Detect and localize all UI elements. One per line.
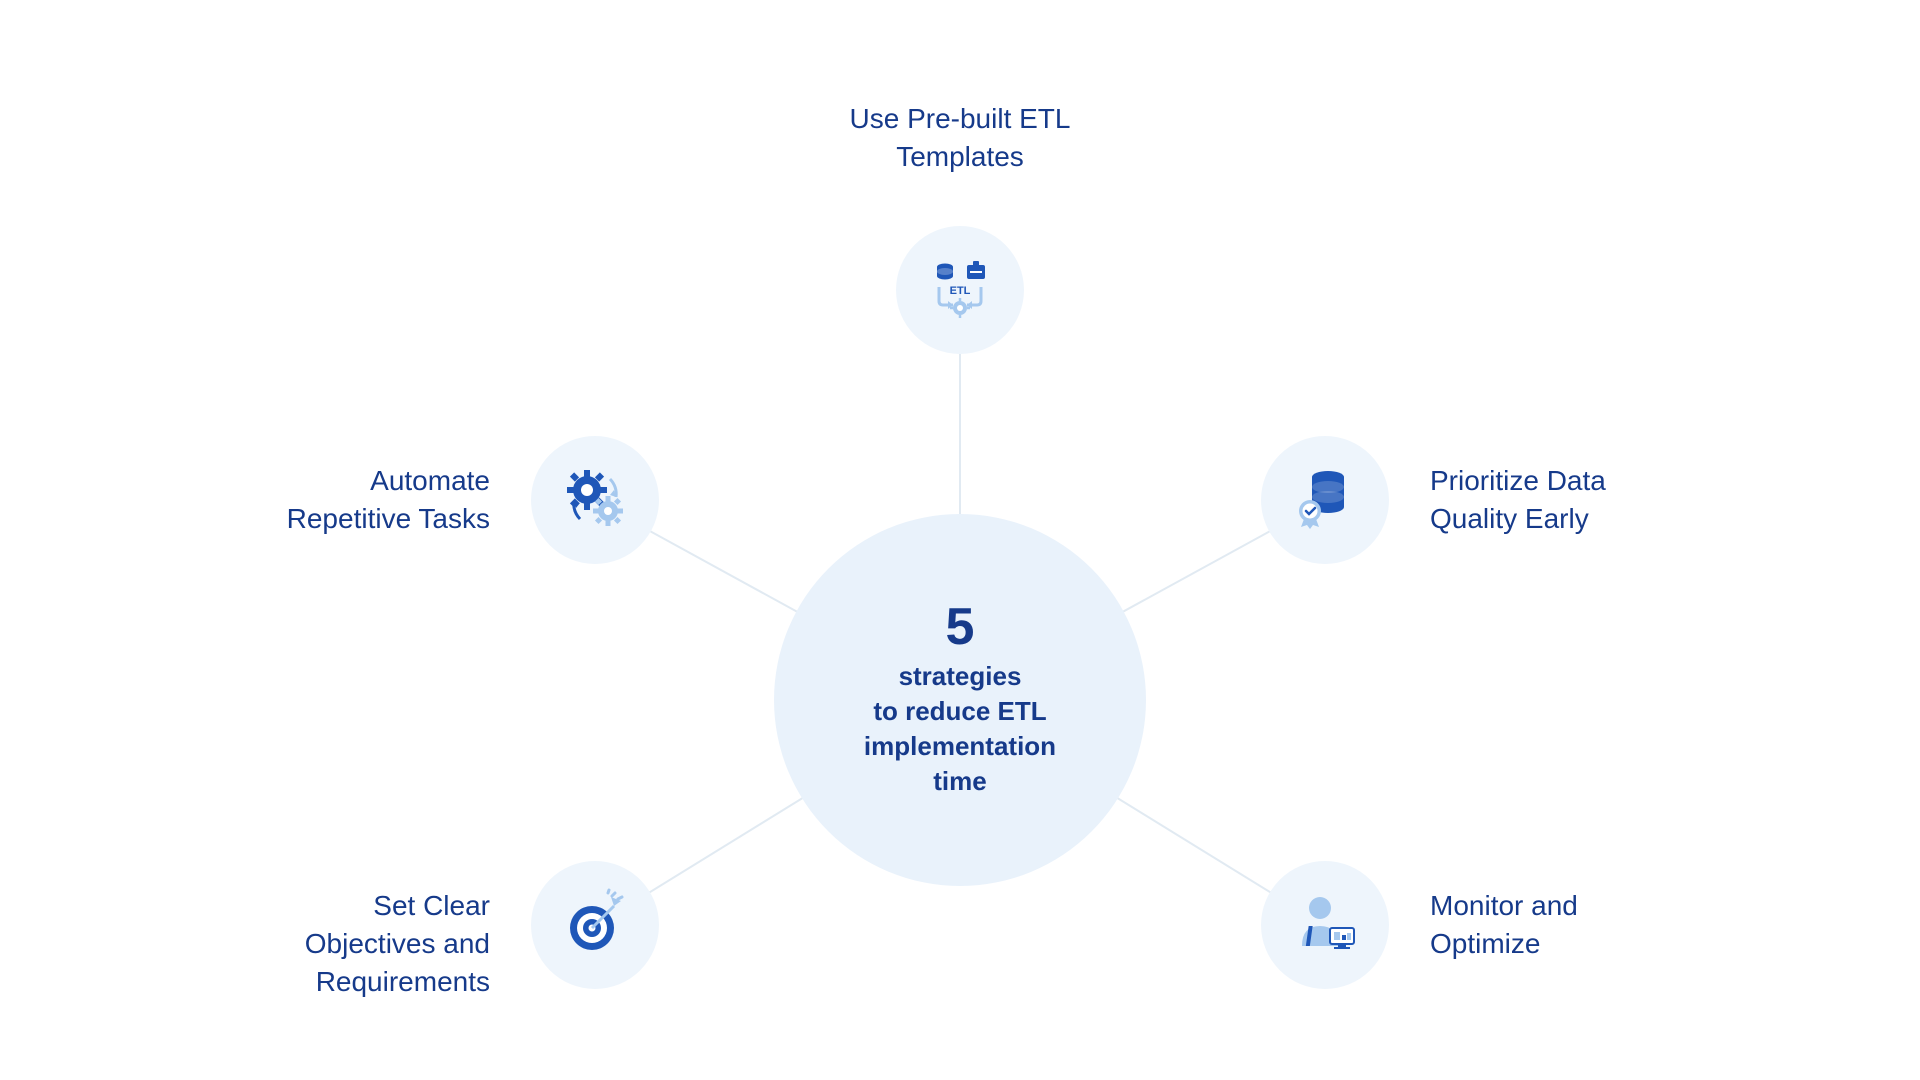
diagram-canvas: 5 strategiesto reduce ETLimplementationt…: [0, 0, 1920, 1080]
spoke-node-automate: [531, 436, 659, 564]
person-monitor-icon: [1290, 888, 1360, 963]
spoke-node-objectives: [531, 861, 659, 989]
label-quality: Prioritize DataQuality Early: [1430, 462, 1790, 538]
database-badge-icon: [1290, 463, 1360, 538]
label-automate: AutomateRepetitive Tasks: [130, 462, 490, 538]
center-number: 5: [946, 601, 975, 653]
center-node: 5 strategiesto reduce ETLimplementationt…: [774, 514, 1146, 886]
target-icon: [560, 888, 630, 963]
svg-text:ETL: ETL: [950, 285, 971, 297]
label-monitor: Monitor andOptimize: [1430, 887, 1790, 963]
gears-icon: [560, 463, 630, 538]
spoke-node-templates: ETL: [896, 226, 1024, 354]
label-templates: Use Pre-built ETLTemplates: [740, 100, 1180, 176]
center-text: strategiesto reduce ETLimplementationtim…: [864, 659, 1056, 799]
etl-icon: ETL: [925, 253, 995, 328]
spoke-node-monitor: [1261, 861, 1389, 989]
spoke-node-quality: [1261, 436, 1389, 564]
label-objectives: Set ClearObjectives andRequirements: [130, 887, 490, 1000]
